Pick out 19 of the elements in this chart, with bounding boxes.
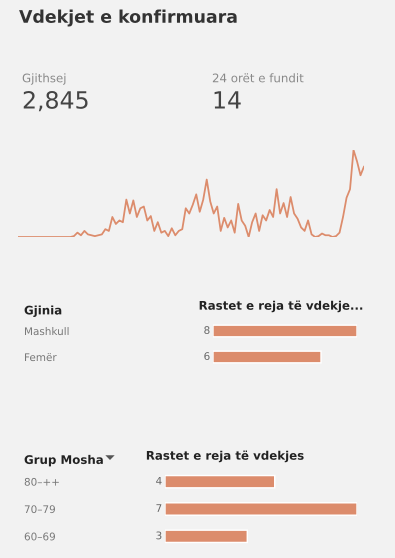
y-tick-label: 60–69	[24, 532, 55, 540]
data-label: 7	[156, 504, 162, 512]
data-label: 4	[156, 476, 162, 485]
text: Gjithsej	[22, 73, 66, 85]
y-axis-title: Grup Mosha	[24, 454, 103, 466]
data-label: 8	[204, 326, 210, 334]
y-axis-title: Gjinia	[24, 305, 62, 317]
chart-title: Rastet e reja të vdekjes	[146, 450, 304, 462]
y-tick-label: 80–++	[24, 478, 59, 486]
text: Vdekjet e konfirmuara	[19, 10, 237, 26]
y-tick-label: Femër	[25, 353, 57, 362]
y-tick-label: Mashkull	[25, 327, 69, 336]
text: 24 orët e fundit	[212, 73, 304, 82]
data-label: 6	[204, 352, 210, 360]
data-label: 3	[156, 531, 162, 540]
text: 2,845	[24, 90, 88, 112]
text: 14	[214, 91, 241, 109]
chart-title: Rastet e reja të vdekje...	[200, 300, 362, 312]
y-tick-label: 70–79	[24, 505, 55, 514]
